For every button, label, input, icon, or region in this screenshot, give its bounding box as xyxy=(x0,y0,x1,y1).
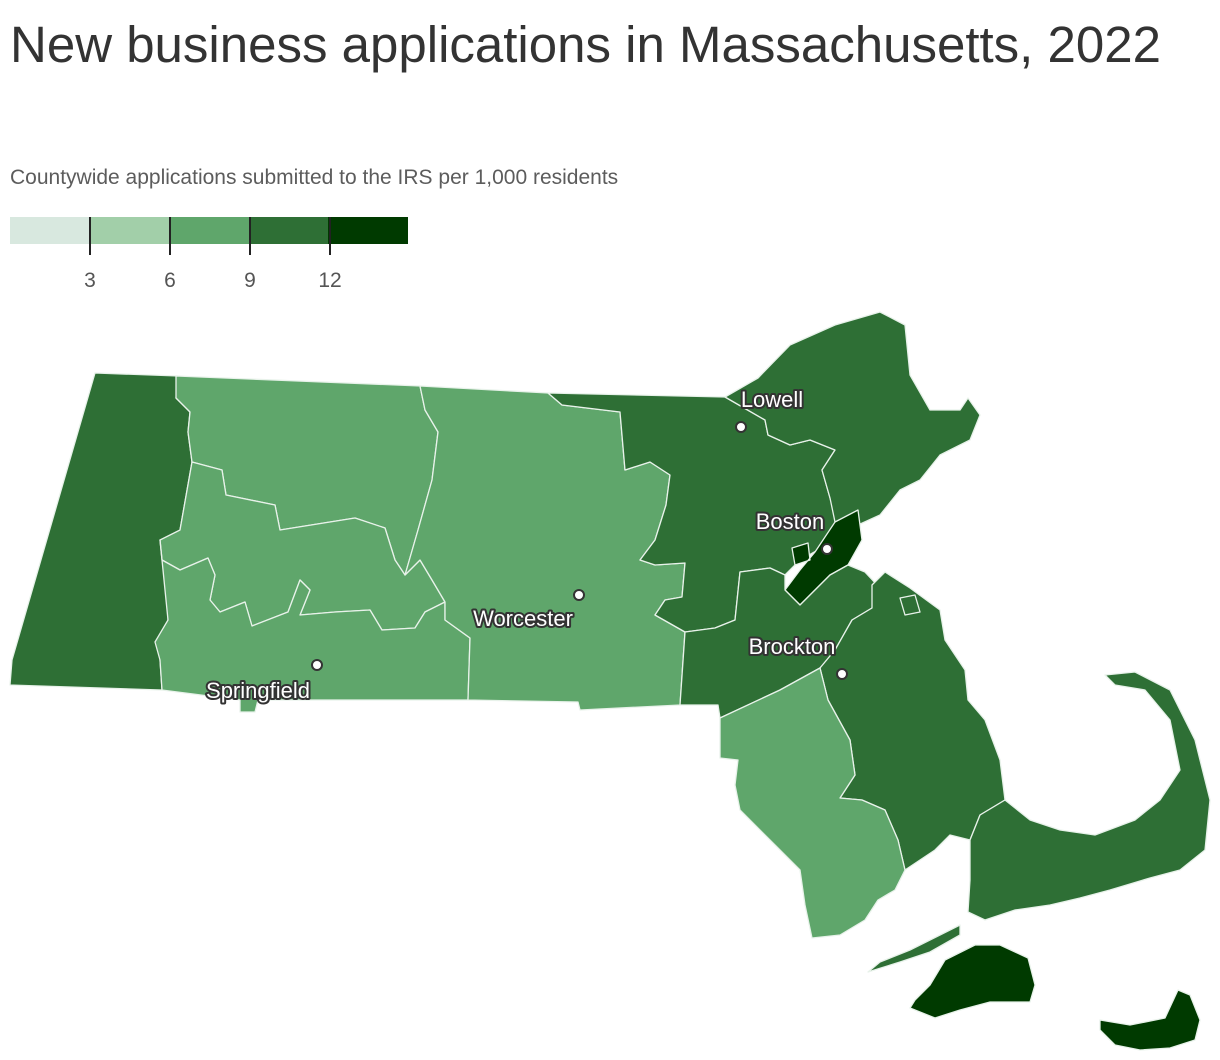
legend-swatch-6-9 xyxy=(169,217,249,244)
legend-tick xyxy=(169,217,171,255)
city-brockton[interactable]: Brockton xyxy=(747,632,848,680)
legend-label-3: 3 xyxy=(84,269,96,292)
city-springfield[interactable]: Springfield xyxy=(204,659,323,705)
city-dot xyxy=(573,589,585,601)
legend-swatch-3-6 xyxy=(89,217,170,244)
city-label: Worcester xyxy=(473,606,573,631)
county-essex[interactable] xyxy=(724,311,981,526)
city-label: Boston xyxy=(756,509,825,534)
legend-tick xyxy=(89,217,91,255)
map-title: New business applications in Massachuset… xyxy=(10,16,1161,73)
city-markers: Lowell Boston Worcester Brockton Springf… xyxy=(204,385,848,705)
county-plymouth[interactable] xyxy=(819,571,1006,871)
legend-label-6: 6 xyxy=(164,269,176,292)
county-hampden[interactable] xyxy=(154,539,471,713)
city-label: Lowell xyxy=(741,387,803,412)
legend-label-9: 9 xyxy=(244,269,256,292)
city-dot xyxy=(735,421,747,433)
massachusetts-map: Lowell Boston Worcester Brockton Springf… xyxy=(9,311,1211,1051)
county-bristol[interactable] xyxy=(719,667,906,939)
city-label: Brockton xyxy=(749,634,836,659)
city-lowell[interactable]: Lowell xyxy=(735,385,805,433)
legend-label-12: 12 xyxy=(318,269,342,292)
legend-bar xyxy=(10,217,408,244)
city-dot xyxy=(311,659,323,671)
map-subtitle: Countywide applications submitted to the… xyxy=(10,166,619,189)
legend-tick xyxy=(249,217,251,255)
city-worcester[interactable]: Worcester xyxy=(471,589,585,633)
city-dot xyxy=(821,543,833,555)
city-boston[interactable]: Boston xyxy=(754,507,833,555)
legend-tick xyxy=(329,217,331,255)
county-shapes xyxy=(9,311,1211,1051)
legend-swatch-9-12 xyxy=(248,217,329,244)
county-barnstable[interactable] xyxy=(867,671,1211,973)
city-label: Springfield xyxy=(206,678,310,703)
city-dot xyxy=(836,668,848,680)
legend-swatch-0-3 xyxy=(10,217,90,244)
legend-swatch-12-plus xyxy=(328,217,408,244)
county-nantucket[interactable] xyxy=(1099,989,1201,1051)
color-legend: 3 6 9 12 xyxy=(10,217,410,297)
county-dukes[interactable] xyxy=(909,944,1036,1019)
